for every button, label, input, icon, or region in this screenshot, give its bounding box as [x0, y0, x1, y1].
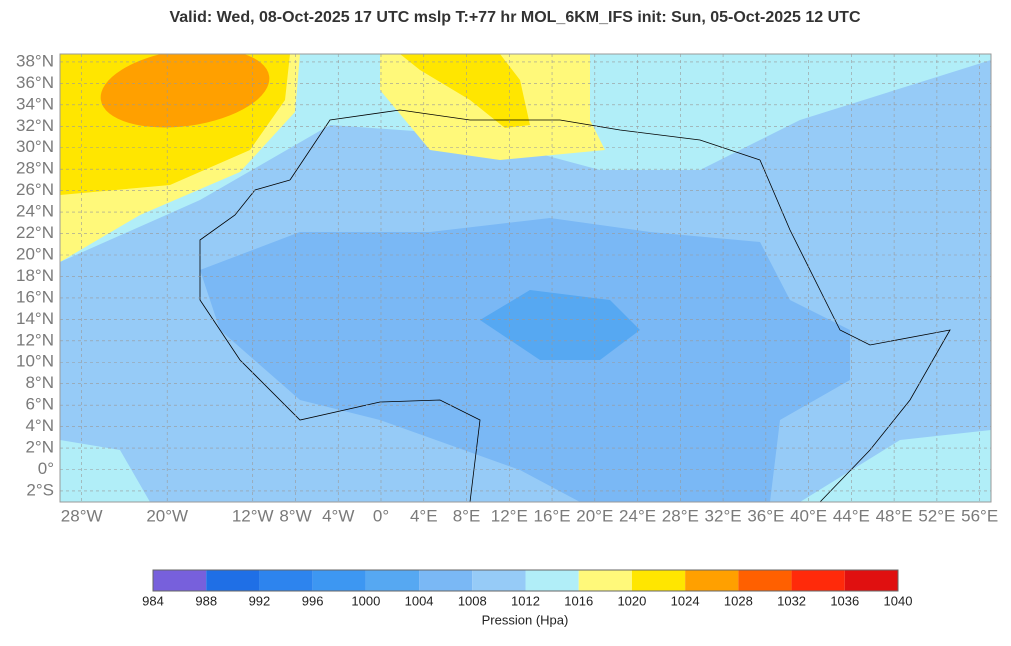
colorbar-swatch [791, 570, 845, 591]
lat-label: 6°N [25, 395, 54, 414]
lon-label: 0° [373, 506, 389, 525]
colorbar-swatch [472, 570, 526, 591]
colorbar-tick-label: 1020 [617, 593, 646, 608]
colorbar-tick-label: 992 [249, 593, 271, 608]
colorbar-tick-label: 996 [302, 593, 324, 608]
colorbar-tick-label: 1012 [511, 593, 540, 608]
colorbar-label: Pression (Hpa) [482, 612, 569, 627]
colorbar-swatch [312, 570, 366, 591]
colorbar-swatch [738, 570, 792, 591]
lat-label: 20°N [16, 244, 54, 263]
lon-label: 40°E [790, 506, 827, 525]
lat-label: 28°N [16, 159, 54, 178]
colorbar-tick-label: 984 [142, 593, 164, 608]
colorbar-swatch [206, 570, 260, 591]
lon-label: 48°E [876, 506, 913, 525]
colorbar-swatch [153, 570, 207, 591]
lon-label: 36°E [747, 506, 784, 525]
lon-label: 24°E [619, 506, 656, 525]
lat-label: 36°N [16, 73, 54, 92]
lat-label: 38°N [16, 51, 54, 70]
lon-label: 20°E [576, 506, 613, 525]
lat-label: 10°N [16, 352, 54, 371]
lat-label: 14°N [16, 309, 54, 328]
lat-label: 4°N [25, 416, 54, 435]
lat-label: 34°N [16, 94, 54, 113]
colorbar-swatch [365, 570, 420, 591]
lon-label: 52°E [918, 506, 955, 525]
map-frame [59, 53, 992, 503]
lon-label: 20°W [146, 506, 188, 525]
colorbar-swatch [525, 570, 579, 591]
lon-label: 56°E [961, 506, 998, 525]
lat-label: 2°N [25, 438, 54, 457]
lon-label: 28°E [662, 506, 699, 525]
colorbar-tick-label: 1004 [405, 593, 434, 608]
colorbar-swatch [685, 570, 739, 591]
colorbar-swatch [578, 570, 632, 591]
lat-label: 12°N [16, 330, 54, 349]
colorbar: 984 988 992 996 1000 1004 1008 1012 1016 1020 1024… [142, 569, 913, 608]
lon-label: 12°W [232, 506, 274, 525]
colorbar-tick-label: 1016 [564, 593, 593, 608]
lon-label: 8°E [453, 506, 481, 525]
lat-label: 22°N [16, 223, 54, 242]
lat-label: 30°N [16, 137, 54, 156]
lat-label: 2°S [26, 480, 54, 499]
lon-label: 12°E [491, 506, 528, 525]
lon-label: 16°E [534, 506, 571, 525]
colorbar-tick-label: 988 [195, 593, 217, 608]
lon-label: 8°W [279, 506, 311, 525]
lat-label: 32°N [16, 116, 54, 135]
colorbar-tick-label: 1032 [777, 593, 806, 608]
lon-label: 28°W [61, 506, 103, 525]
title: Valid: Wed, 08-Oct-2025 17 UTC mslp T:+7… [169, 9, 860, 26]
colorbar-tick-label: 1024 [671, 593, 700, 608]
colorbar-tick-label: 1040 [884, 593, 913, 608]
colorbar-tick-label: 1000 [351, 593, 380, 608]
colorbar-tick-label: 1036 [830, 593, 859, 608]
colorbar-swatch [259, 570, 313, 591]
graticule: 28°W 20°W 12°W 8°W 4°W 0° 4°E 8°E 12°E 16°E 20°E 24… [16, 51, 998, 525]
colorbar-swatch [419, 570, 473, 591]
colorbar-tick-label: 1008 [458, 593, 487, 608]
lat-label: 0° [38, 459, 54, 478]
lat-label: 8°N [25, 373, 54, 392]
colorbar-swatch [631, 570, 686, 591]
lat-label: 24°N [16, 202, 54, 221]
lon-label: 32°E [705, 506, 742, 525]
lat-label: 26°N [16, 180, 54, 199]
pressure-field [60, 54, 991, 502]
colorbar-frame [152, 569, 899, 592]
lon-label: 4°W [322, 506, 354, 525]
lat-label: 16°N [16, 287, 54, 306]
lon-label: 44°E [833, 506, 870, 525]
lon-label: 4°E [410, 506, 438, 525]
colorbar-swatch [844, 570, 898, 591]
colorbar-tick-label: 1028 [724, 593, 753, 608]
lat-label: 18°N [16, 266, 54, 285]
